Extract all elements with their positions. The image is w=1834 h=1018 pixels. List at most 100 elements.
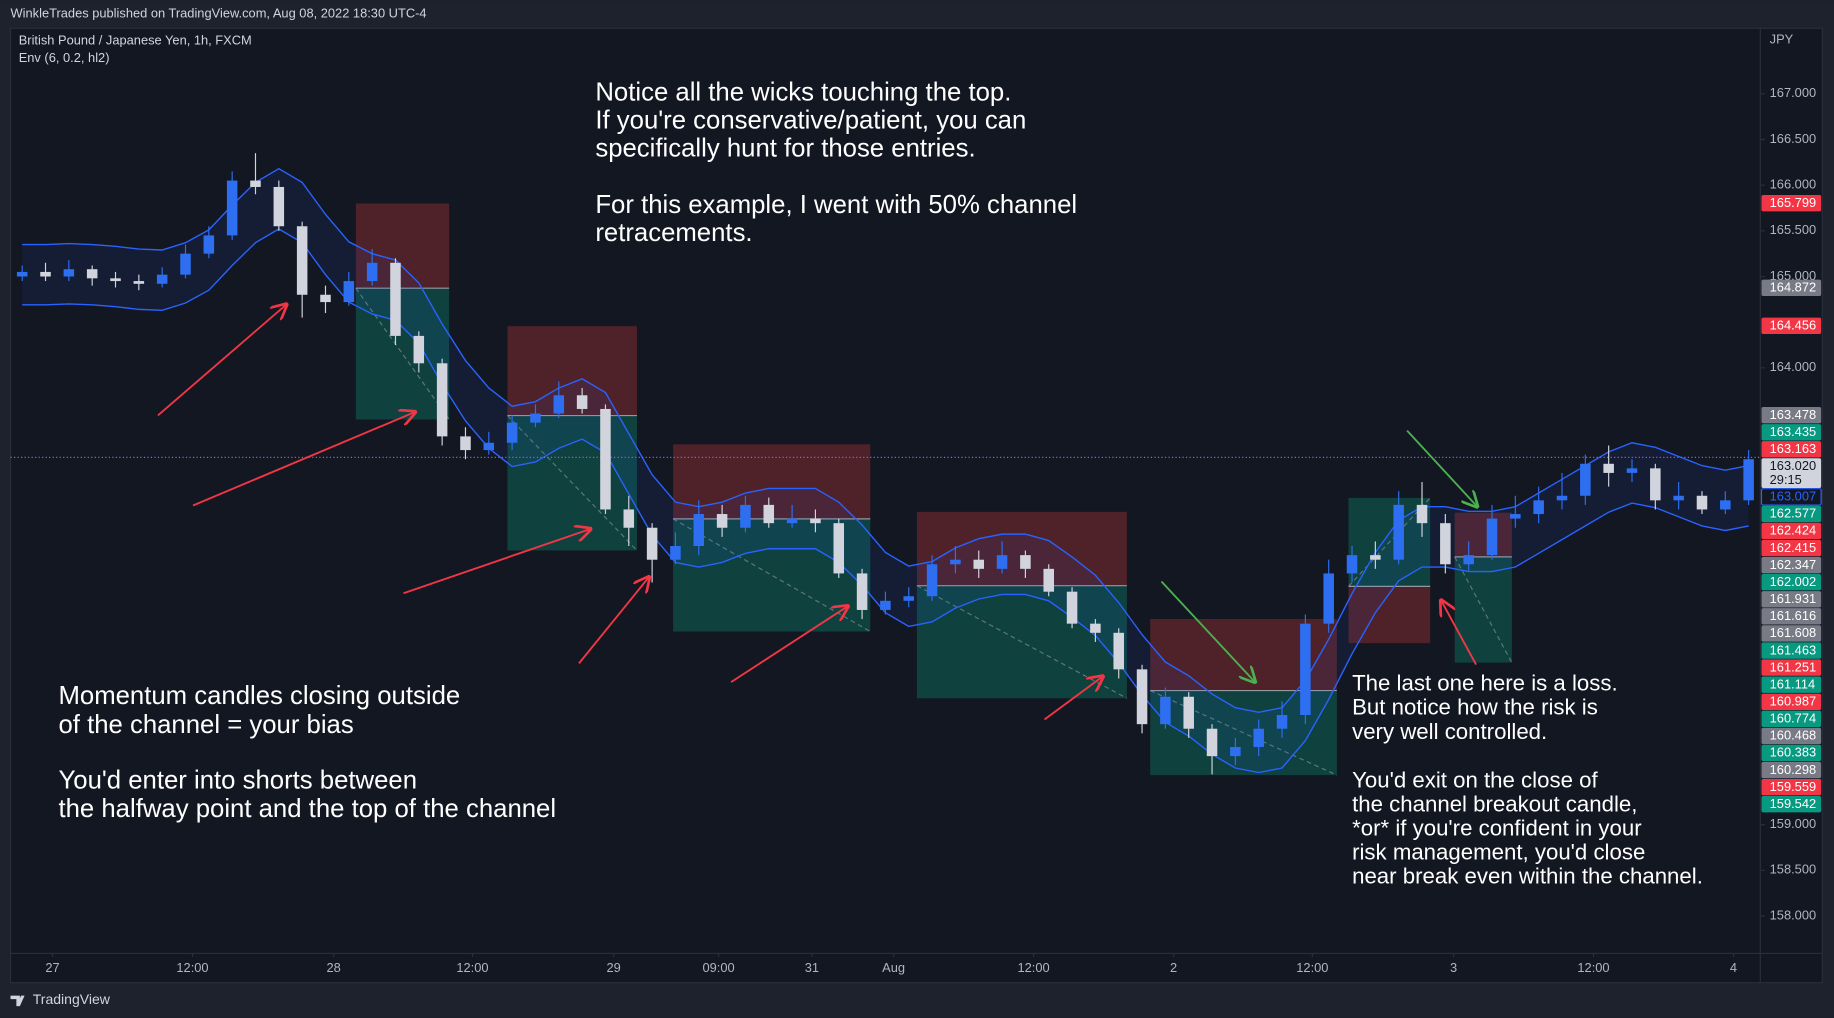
candle-body bbox=[1556, 495, 1568, 501]
candle-body bbox=[436, 363, 448, 437]
candle-body bbox=[110, 278, 121, 282]
x-tick-label: 31 bbox=[805, 960, 819, 975]
arrow bbox=[157, 304, 287, 417]
price-tag bbox=[1761, 761, 1822, 779]
candle-body bbox=[390, 262, 401, 336]
price-tag bbox=[1761, 796, 1822, 813]
countdown: 29:15 bbox=[1770, 472, 1802, 487]
x-tick-label: 12:00 bbox=[1017, 960, 1049, 975]
candle-body bbox=[786, 518, 798, 524]
price-tag bbox=[1761, 279, 1822, 297]
price-tag-label: 162.577 bbox=[1770, 506, 1816, 521]
annotation-line: the halfway point and the top of the cha… bbox=[58, 795, 556, 823]
x-tick-label: 12:00 bbox=[1577, 960, 1609, 975]
candle-body bbox=[156, 274, 168, 284]
candle-body bbox=[856, 573, 868, 610]
y-tick-label: 167.000 bbox=[1770, 85, 1816, 100]
price-tag bbox=[1761, 522, 1822, 540]
x-tick-label: 09:00 bbox=[703, 960, 735, 975]
x-tick-label: Aug bbox=[882, 960, 905, 975]
y-tick-label: 165.500 bbox=[1770, 222, 1816, 237]
publish-header: WinkleTrades published on TradingView.co… bbox=[11, 6, 427, 21]
x-tick-label: 29 bbox=[606, 960, 620, 975]
y-tick-label: 165.000 bbox=[1770, 268, 1816, 283]
price-tag bbox=[1760, 488, 1822, 506]
candle-body bbox=[903, 596, 915, 601]
candle-body bbox=[1230, 746, 1241, 757]
arrow bbox=[1160, 580, 1255, 683]
annotation-line: of the channel = your bias bbox=[58, 711, 353, 739]
annotation-line: You'd enter into shorts between bbox=[58, 766, 417, 794]
price-tag-label: 161.616 bbox=[1770, 608, 1816, 623]
candle-body bbox=[133, 281, 145, 284]
candle-body bbox=[1183, 696, 1194, 729]
candle-body bbox=[973, 559, 985, 569]
candle-body bbox=[623, 509, 635, 528]
candle-body bbox=[1673, 495, 1684, 501]
price-tag-label: 159.559 bbox=[1770, 779, 1816, 794]
price-tag bbox=[1761, 574, 1822, 591]
candle-body bbox=[600, 408, 611, 510]
price-tag bbox=[1761, 659, 1822, 676]
candle-body bbox=[1696, 495, 1708, 510]
price-tag bbox=[1761, 505, 1822, 523]
stop-zone bbox=[1348, 586, 1431, 644]
candle-body bbox=[833, 523, 845, 574]
annotation-line: For this example, I went with 50% channe… bbox=[595, 191, 1077, 219]
candle-body bbox=[880, 600, 891, 610]
arrow bbox=[730, 606, 848, 683]
price-tag bbox=[1761, 676, 1822, 693]
annotation-line: risk management, you'd close bbox=[1352, 839, 1645, 864]
candle-body bbox=[460, 436, 471, 451]
price-tag bbox=[1761, 693, 1822, 710]
y-tick-label: 164.000 bbox=[1770, 359, 1816, 374]
candle-body bbox=[320, 294, 331, 303]
candle-body bbox=[1160, 696, 1171, 725]
chart-pane bbox=[9, 27, 1823, 984]
price-tag-label: 165.799 bbox=[1770, 195, 1816, 210]
y-tick-label: 159.000 bbox=[1770, 816, 1816, 831]
candle-body bbox=[1743, 459, 1754, 501]
price-tag bbox=[1761, 194, 1822, 212]
candle-body bbox=[296, 226, 308, 295]
price-tag bbox=[1761, 744, 1822, 762]
price-tag bbox=[1761, 625, 1822, 642]
price-tag bbox=[1761, 556, 1822, 574]
candle-body bbox=[950, 559, 961, 565]
candle-body bbox=[1393, 504, 1404, 560]
price-tag bbox=[1761, 642, 1822, 659]
price-tag bbox=[1761, 539, 1822, 557]
candle-body bbox=[1276, 715, 1288, 729]
annotation-line: retracements. bbox=[595, 219, 752, 247]
candle-body bbox=[763, 504, 775, 524]
price-tag-label: 160.987 bbox=[1770, 693, 1816, 708]
x-tick-label: 2 bbox=[1170, 960, 1177, 975]
candle-body bbox=[1113, 632, 1124, 670]
footer-brand: TradingView bbox=[33, 991, 111, 1007]
candle-body bbox=[273, 186, 285, 227]
candle-body bbox=[1533, 500, 1544, 515]
price-tag-label: 163.435 bbox=[1770, 424, 1816, 439]
candle-body bbox=[40, 271, 51, 277]
price-tag-label: 162.415 bbox=[1770, 540, 1816, 555]
x-tick-label: 12:00 bbox=[456, 960, 488, 975]
price-tag-label: 161.251 bbox=[1770, 659, 1816, 674]
price-tag bbox=[1761, 778, 1822, 796]
candle-body bbox=[1066, 591, 1078, 624]
candle-body bbox=[716, 514, 728, 528]
x-tick-label: 4 bbox=[1730, 960, 1737, 975]
candle-body bbox=[506, 422, 518, 443]
candle-body bbox=[16, 271, 28, 277]
price-tag-label: 164.456 bbox=[1770, 318, 1816, 333]
price-tag-label: 160.383 bbox=[1770, 745, 1816, 760]
annotation-line: If you're conservative/patient, you can bbox=[595, 107, 1026, 135]
candle-body bbox=[413, 335, 425, 364]
trade-path bbox=[507, 415, 638, 551]
candle-body bbox=[1440, 523, 1451, 565]
candle-body bbox=[1650, 468, 1661, 501]
annotation-line: the channel breakout candle, bbox=[1352, 791, 1637, 816]
price-tag-label: 161.931 bbox=[1770, 591, 1816, 606]
candle-body bbox=[1510, 514, 1521, 519]
symbol-title: British Pound / Japanese Yen, 1h, FXCM bbox=[19, 33, 252, 48]
